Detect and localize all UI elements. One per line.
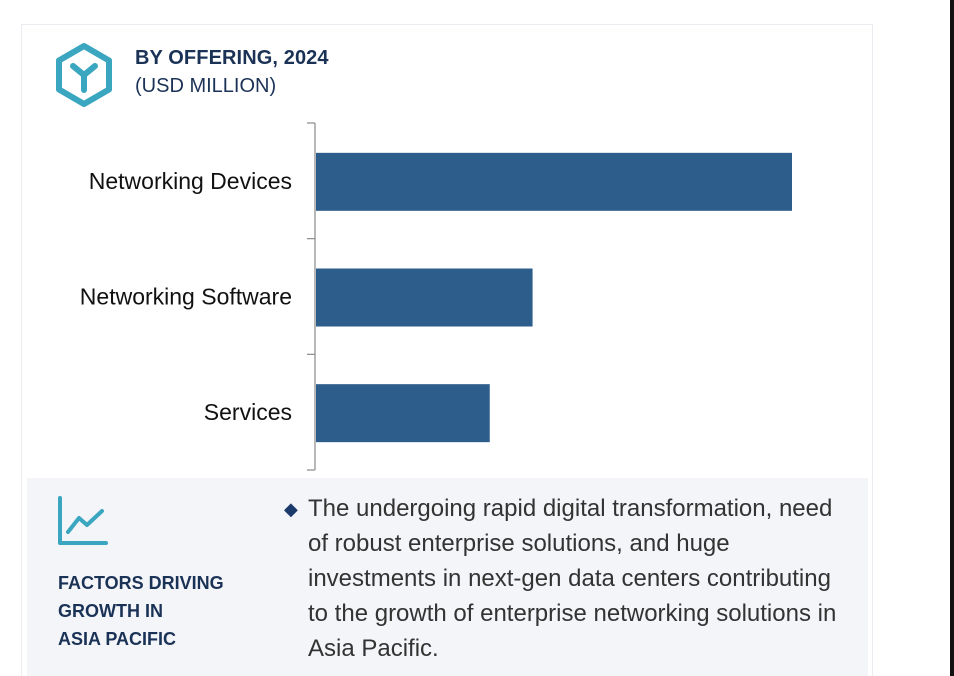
category-label: Networking Software: [80, 284, 292, 310]
chart-subtitle: (USD MILLION): [135, 75, 277, 97]
factors-panel: [27, 478, 868, 676]
trend-line-icon: [58, 496, 108, 545]
category-label: Services: [204, 399, 292, 425]
bar-chart: Networking Devices Networking Software Ser…: [80, 122, 792, 471]
chart-title: BY OFFERING, 2024: [135, 47, 329, 69]
window-edge: [950, 0, 954, 676]
factors-title-line-3: ASIA PACIFIC: [58, 629, 177, 649]
factors-title-line-2: GROWTH IN: [58, 601, 163, 621]
bar-services: [316, 384, 490, 443]
cube-logo-icon: [56, 43, 112, 107]
factors-title: FACTORS DRIVING GROWTH IN ASIA PACIFIC: [58, 569, 258, 653]
factors-title-line-1: FACTORS DRIVING: [58, 573, 224, 593]
factors-text: The undergoing rapid digital transformat…: [308, 495, 837, 662]
category-label: Networking Devices: [89, 168, 292, 194]
diamond-bullet-icon: ◆: [284, 499, 298, 519]
bar-networking-devices: [316, 152, 792, 211]
bar-networking-software: [316, 268, 533, 327]
